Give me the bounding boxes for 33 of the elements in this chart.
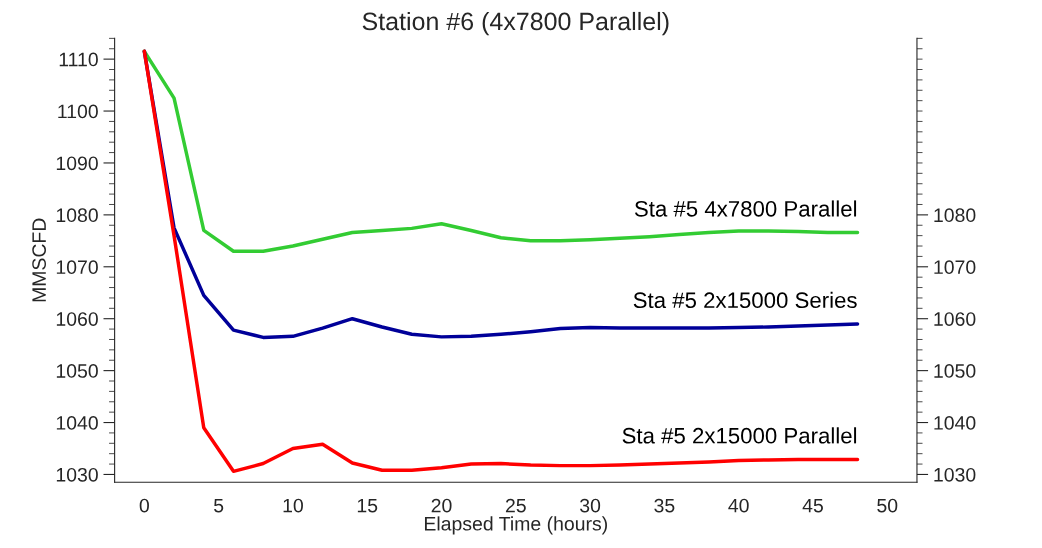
y-tick-label: 1080	[56, 208, 98, 223]
x-tick-label: 5	[214, 498, 224, 513]
x-tick-label: 0	[139, 498, 149, 513]
y-tick-label: 1060	[56, 312, 98, 326]
x-tick-label: 35	[654, 498, 675, 513]
x-tick-label: 40	[728, 498, 749, 513]
x-axis-title: Elapsed Time (hours)	[424, 516, 607, 535]
series-label: Sta #5 2x15000 Parallel	[622, 427, 857, 444]
y-tick-label: 1100	[58, 104, 98, 119]
x-tick-label: 30	[580, 498, 601, 513]
y-tick-label: 1030	[56, 467, 98, 482]
y-tick-label: 1090	[56, 156, 98, 171]
y2-tick-label: 1060	[934, 312, 976, 326]
y-axis-title: MMSCFD	[32, 218, 46, 302]
y-tick-label: 1110	[59, 52, 98, 67]
series-label: Sta #5 2x15000 Series	[633, 291, 857, 309]
x-tick-label: 45	[802, 498, 823, 513]
x-tick-label: 25	[505, 498, 526, 513]
x-tick-label: 20	[431, 498, 452, 513]
y2-tick-label: 1080	[934, 208, 976, 223]
y2-tick-label: 1040	[934, 416, 976, 430]
y-tick-label: 1040	[56, 416, 98, 430]
x-tick-label: 15	[357, 498, 378, 513]
series-label: Sta #5 4x7800 Parallel	[634, 200, 857, 217]
y2-tick-label: 1050	[934, 364, 976, 378]
x-tick-label: 50	[877, 498, 898, 513]
y-tick-label: 1070	[56, 260, 98, 275]
y2-tick-label: 1070	[934, 260, 976, 275]
y-tick-label: 1050	[56, 364, 98, 378]
x-tick-label: 10	[283, 498, 303, 513]
chart-title: Station #6 (4x7800 Parallel)	[362, 11, 669, 36]
y2-tick-label: 1030	[934, 467, 976, 482]
line-series	[142, 49, 860, 474]
